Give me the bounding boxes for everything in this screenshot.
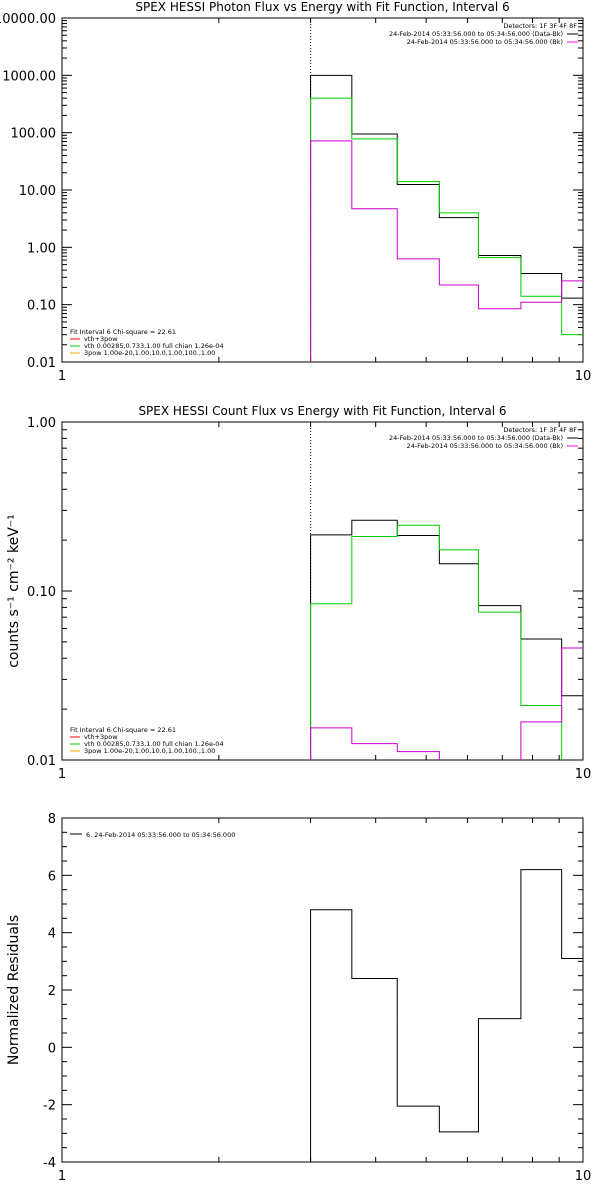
y-axis-ticks xyxy=(62,817,583,1163)
y-tick-label: 0.10 xyxy=(27,585,56,600)
plot-frame xyxy=(61,17,584,363)
data-series-group xyxy=(310,74,583,362)
x-tick-label: 1 xyxy=(58,767,66,782)
legend-entry: 24-Feb-2014 05:33:56.000 to 05:34:56.000… xyxy=(407,442,563,450)
chart-panel-3: 1 10 -4 -2 0 2 4 6 8 Normalized Residuals 6. 24-Fe… xyxy=(6,812,591,1184)
legend-entry: vth 0.00285,0.733,1.00 full chian 1.26e-… xyxy=(84,342,224,350)
legend-bottom: Fit Interval 6 Chi-square = 22.61vth+3po… xyxy=(70,726,224,755)
y-tick-label: -4 xyxy=(43,1156,56,1171)
legend-entry: vth 0.00285,0.733,1.00 full chian 1.26e-… xyxy=(84,740,224,748)
legend-entry: 3pow 1.00e-20,1.00,10.0,1.00,100.,1.00 xyxy=(84,747,215,755)
legend-entry: 6. 24-Feb-2014 05:33:56.000 to 05:34:56.… xyxy=(86,831,235,839)
x-tick-label: 1 xyxy=(58,1169,66,1184)
series-line-3 xyxy=(310,140,583,362)
y-tick-label: 8 xyxy=(48,812,56,827)
y-tick-label: 10000.00 xyxy=(0,12,56,27)
y-tick-label: 6 xyxy=(48,869,56,884)
chart-panel-1: SPEX HESSI Photon Flux vs Energy with Fi… xyxy=(0,0,591,384)
series-line-1 xyxy=(310,74,583,362)
y-axis-label: Normalized Residuals xyxy=(6,915,22,1065)
legend-entry: 24-Feb-2014 05:33:56.000 to 05:34:56.000… xyxy=(389,434,563,442)
x-tick-label: 10 xyxy=(575,1169,592,1184)
chart-title: SPEX HESSI Count Flux vs Energy with Fit… xyxy=(138,404,506,418)
legend-entry: vth+3pow xyxy=(84,733,118,741)
y-tick-label: 1.00 xyxy=(27,416,56,431)
series-line-2 xyxy=(310,524,563,760)
y-tick-label: 1000.00 xyxy=(2,69,56,84)
y-axis-ticks xyxy=(62,17,583,363)
y-tick-label: 1.00 xyxy=(27,241,56,256)
y-axis-label: counts s⁻¹ cm⁻² keV⁻¹ xyxy=(6,514,22,668)
x-axis-ticks xyxy=(61,422,584,760)
legend-entry: 24-Feb-2014 05:33:56.000 to 05:34:56.000… xyxy=(389,30,563,38)
series-line-1 xyxy=(310,869,583,1162)
plot-frame xyxy=(61,421,584,761)
y-tick-label: 100.00 xyxy=(11,127,57,142)
legend-entry: vth+3pow xyxy=(84,335,118,343)
y-tick-label: 2 xyxy=(48,984,56,999)
legend-entry: 24-Feb-2014 05:33:56.000 to 05:34:56.000… xyxy=(407,38,563,46)
y-tick-label: 10.00 xyxy=(19,184,56,199)
legend-header: Detectors: 1F 3F 4F 8F xyxy=(503,426,577,434)
data-series-group xyxy=(310,869,583,1162)
x-tick-label: 1 xyxy=(58,369,66,384)
x-tick-label: 10 xyxy=(575,369,592,384)
chart-title: SPEX HESSI Photon Flux vs Energy with Fi… xyxy=(135,0,509,14)
y-axis-ticks xyxy=(62,421,583,761)
series-line-1 xyxy=(310,519,583,760)
x-axis-ticks xyxy=(61,18,584,362)
legend-entry: 3pow 1.00e-20,1.00,10.0,1.00,100.,1.00 xyxy=(84,349,215,357)
data-series-group xyxy=(310,519,583,760)
y-tick-label: 0.10 xyxy=(27,299,56,314)
plot-frame xyxy=(61,817,584,1163)
y-tick-label: 0.01 xyxy=(27,356,56,371)
y-tick-label: 0.01 xyxy=(27,754,56,769)
chart-panel-2: SPEX HESSI Count Flux vs Energy with Fit… xyxy=(6,404,591,782)
x-tick-label: 10 xyxy=(575,767,592,782)
legend-bottom: Fit Interval 6 Chi-square = 22.61vth+3po… xyxy=(70,328,224,357)
series-line-3 xyxy=(310,647,583,760)
legend-header: Detectors: 1F 3F 4F 8F xyxy=(503,22,577,30)
legend-header: Fit Interval 6 Chi-square = 22.61 xyxy=(70,328,176,336)
legend-top: 6. 24-Feb-2014 05:33:56.000 to 05:34:56.… xyxy=(70,831,235,839)
y-tick-label: 0 xyxy=(48,1041,56,1056)
series-line-2 xyxy=(310,97,583,362)
legend-header: Fit Interval 6 Chi-square = 22.61 xyxy=(70,726,176,734)
y-tick-label: -2 xyxy=(43,1099,56,1114)
x-axis-ticks xyxy=(61,818,584,1162)
y-tick-label: 4 xyxy=(48,927,56,942)
